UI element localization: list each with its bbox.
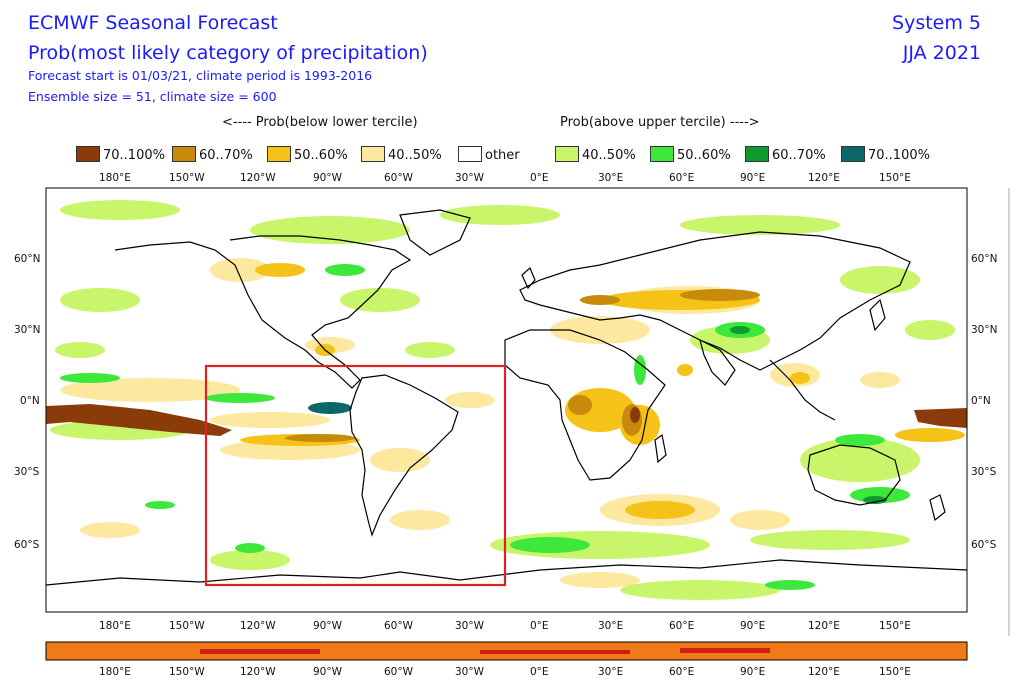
legend-item: 60..70% bbox=[172, 146, 253, 164]
lat-label: 30°N bbox=[14, 324, 41, 336]
above-tercile-label: Prob(above upper tercile) ----> bbox=[560, 115, 760, 130]
legend-item: 60..70% bbox=[745, 146, 826, 164]
below-70-patches bbox=[46, 404, 967, 436]
legend-swatch bbox=[76, 146, 100, 162]
lon-label: 180°E bbox=[99, 666, 131, 678]
lon-label: 120°E bbox=[808, 620, 840, 632]
lat-label: 60°N bbox=[971, 253, 998, 265]
legend-item: 40..50% bbox=[555, 146, 636, 164]
lat-label: 30°S bbox=[14, 466, 40, 478]
lon-label: 90°E bbox=[740, 666, 766, 678]
legend-item: 70..100% bbox=[76, 146, 165, 164]
lon-label: 150°E bbox=[879, 666, 911, 678]
lon-label: 30°E bbox=[598, 172, 624, 184]
legend-item: 70..100% bbox=[841, 146, 930, 164]
legend-swatch bbox=[361, 146, 385, 162]
below-tercile-label: <---- Prob(below lower tercile) bbox=[222, 115, 418, 130]
lat-label: 60°N bbox=[14, 253, 41, 265]
lon-label: 0°E bbox=[530, 620, 549, 632]
lon-label: 180°E bbox=[99, 620, 131, 632]
lon-label: 120°E bbox=[808, 666, 840, 678]
lat-label: 0°N bbox=[971, 395, 991, 407]
lon-label: 90°W bbox=[313, 172, 342, 184]
lon-label: 150°W bbox=[169, 172, 205, 184]
lon-label: 120°W bbox=[240, 172, 276, 184]
region-box bbox=[204, 364, 507, 587]
lon-label: 30°W bbox=[455, 620, 484, 632]
legend-item: 50..60% bbox=[267, 146, 348, 164]
legend-item: 40..50% bbox=[361, 146, 442, 164]
legend-swatch bbox=[745, 146, 769, 162]
bottom-band-dark bbox=[200, 648, 770, 654]
map-frame bbox=[45, 187, 968, 613]
lat-label: 30°N bbox=[971, 324, 998, 336]
legend-swatch bbox=[650, 146, 674, 162]
lon-label: 180°E bbox=[99, 172, 131, 184]
map-field bbox=[46, 188, 967, 612]
lon-label: 150°W bbox=[169, 666, 205, 678]
lon-label: 90°W bbox=[313, 620, 342, 632]
lon-label: 90°W bbox=[313, 666, 342, 678]
legend-item: other bbox=[458, 146, 520, 164]
map-subtitle: Prob(most likely category of precipitati… bbox=[28, 42, 428, 64]
map-title: ECMWF Seasonal Forecast bbox=[28, 12, 278, 34]
lon-label: 120°E bbox=[808, 172, 840, 184]
lon-label: 150°E bbox=[879, 620, 911, 632]
lon-label: 60°E bbox=[669, 172, 695, 184]
lon-label: 90°E bbox=[740, 172, 766, 184]
legend: 70..100% 60..70% 50..60% 40..50% other 4… bbox=[0, 146, 1013, 166]
lon-label: 0°E bbox=[530, 172, 549, 184]
lon-label: 60°W bbox=[384, 172, 413, 184]
lon-label: 60°W bbox=[384, 620, 413, 632]
coastlines bbox=[46, 209, 967, 586]
bottom-band-frame bbox=[45, 641, 968, 661]
legend-item: 50..60% bbox=[650, 146, 731, 164]
season-label: JJA 2021 bbox=[902, 42, 981, 64]
lon-label: 60°W bbox=[384, 666, 413, 678]
lat-label: 60°S bbox=[971, 539, 997, 551]
lon-label: 30°E bbox=[598, 666, 624, 678]
lon-label: 120°W bbox=[240, 620, 276, 632]
above-70-patches bbox=[308, 402, 352, 414]
legend-swatch bbox=[458, 146, 482, 162]
lon-label: 150°E bbox=[879, 172, 911, 184]
lon-label: 30°W bbox=[455, 172, 484, 184]
lat-label: 0°N bbox=[20, 395, 40, 407]
legend-swatch bbox=[267, 146, 291, 162]
lat-label: 60°S bbox=[14, 539, 40, 551]
lon-label: 30°E bbox=[598, 620, 624, 632]
above-60-patches bbox=[730, 326, 887, 504]
lon-label: 60°E bbox=[669, 620, 695, 632]
forecast-start-info: Forecast start is 01/03/21, climate peri… bbox=[28, 68, 373, 83]
lat-label: 30°S bbox=[971, 466, 997, 478]
lon-label: 90°E bbox=[740, 620, 766, 632]
legend-swatch bbox=[841, 146, 865, 162]
lon-label: 120°W bbox=[240, 666, 276, 678]
legend-swatch bbox=[172, 146, 196, 162]
above-40-patches bbox=[50, 200, 955, 600]
legend-swatch bbox=[555, 146, 579, 162]
lon-label: 60°E bbox=[669, 666, 695, 678]
lon-label: 150°W bbox=[169, 620, 205, 632]
system-label: System 5 bbox=[892, 12, 981, 34]
lon-label: 30°W bbox=[455, 666, 484, 678]
lon-label: 0°E bbox=[530, 666, 549, 678]
ensemble-size-info: Ensemble size = 51, climate size = 600 bbox=[28, 89, 277, 104]
